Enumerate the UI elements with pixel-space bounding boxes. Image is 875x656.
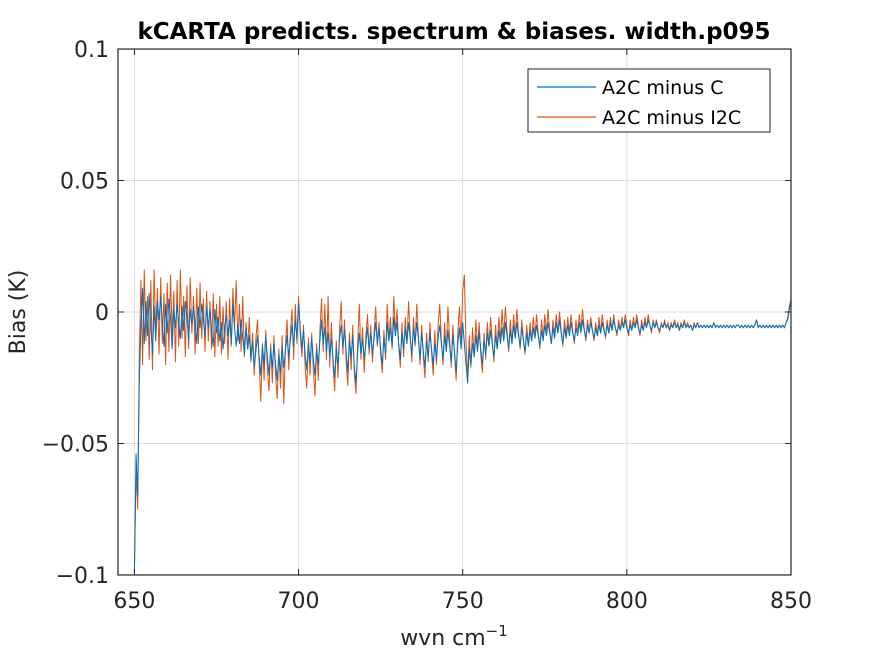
legend-label-a2c-minus-i2c: A2C minus I2C bbox=[602, 107, 741, 129]
y-tick-label: −0.1 bbox=[56, 564, 109, 589]
series-line-a2c-minus-i2c bbox=[133, 269, 792, 573]
y-tick-label: 0.05 bbox=[60, 170, 109, 195]
series-line-a2c-minus-c bbox=[133, 287, 792, 573]
y-tick-label: 0.1 bbox=[74, 38, 109, 63]
y-axis-label: Bias (K) bbox=[6, 270, 31, 355]
series-lines bbox=[133, 269, 792, 573]
legend-box bbox=[527, 68, 771, 133]
x-tick-label: 700 bbox=[278, 589, 320, 614]
chart-title: kCARTA predicts. spectrum & biases. widt… bbox=[137, 19, 770, 45]
x-axis-label-main: wvn cm bbox=[400, 626, 485, 651]
legend-label-a2c-minus-c: A2C minus C bbox=[602, 77, 723, 99]
x-tick-label: 750 bbox=[442, 589, 484, 614]
x-tick-label: 650 bbox=[113, 589, 155, 614]
axis-ticks: 650 700 750 800 850 −0.1 −0.05 0 0.05 0.1 bbox=[42, 38, 812, 614]
x-tick-label: 850 bbox=[770, 589, 812, 614]
y-tick-label: −0.05 bbox=[42, 433, 109, 458]
x-tick-label: 800 bbox=[606, 589, 648, 614]
x-axis-label-superscript: −1 bbox=[486, 622, 508, 640]
y-tick-label: 0 bbox=[95, 301, 109, 326]
x-axis-label: wvn cm−1 bbox=[400, 622, 508, 651]
legend: A2C minus C A2C minus I2C bbox=[527, 68, 771, 133]
